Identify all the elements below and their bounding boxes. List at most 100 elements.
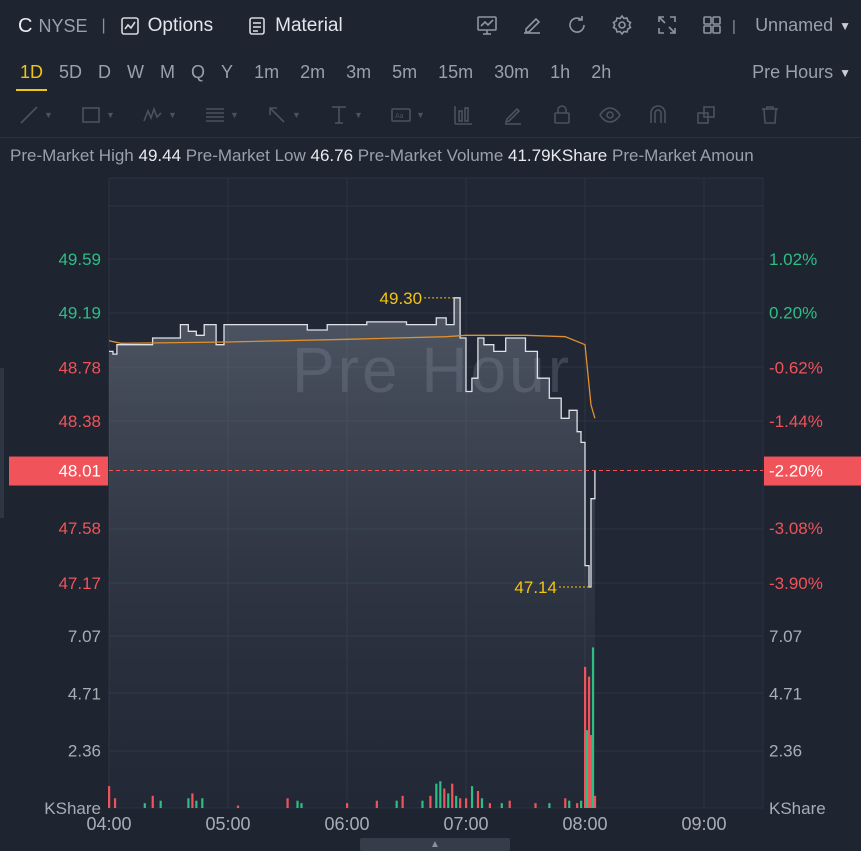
interval-tab-m[interactable]: M	[160, 61, 176, 82]
percent-axis-label: -3.08%	[769, 519, 823, 538]
volume-bar	[443, 788, 446, 808]
interval-tab-2h[interactable]: 2h	[591, 61, 612, 82]
interval-tab-2m[interactable]: 2m	[300, 61, 326, 82]
low-marker-label: 47.14	[514, 578, 557, 597]
volume-bar	[451, 783, 454, 808]
volume-axis-label-right: 4.71	[769, 684, 802, 703]
volume-bar	[375, 800, 378, 808]
arrow-tool-icon[interactable]: ▼	[252, 103, 314, 127]
watermark-text: Pre Hour	[292, 334, 572, 406]
price-area-fill	[109, 297, 595, 808]
session-label: Pre Hours	[752, 62, 834, 82]
fullscreen-icon[interactable]	[644, 13, 689, 37]
interval-tab-w[interactable]: W	[127, 61, 145, 82]
volume-bar	[113, 798, 117, 808]
ticker-symbol[interactable]: C	[18, 14, 33, 37]
edit-icon[interactable]	[509, 13, 554, 37]
gear-icon[interactable]	[599, 13, 644, 37]
average-price-line	[108, 334, 596, 419]
volume-bar	[300, 803, 303, 808]
volume-bar	[465, 798, 468, 808]
price-axis-label: 47.17	[58, 574, 101, 593]
interval-tab-q[interactable]: Q	[191, 61, 206, 82]
volume-axis-label-right: 2.36	[769, 742, 802, 761]
options-button[interactable]: Options	[120, 15, 213, 37]
scroll-handle[interactable]: ▲	[360, 838, 510, 851]
volume-bar	[470, 786, 474, 808]
side-drawer-handle[interactable]	[0, 368, 4, 518]
pattern-tool-icon[interactable]: ▼	[128, 103, 190, 127]
volume-bar	[236, 805, 240, 808]
material-button[interactable]: Material	[247, 15, 343, 37]
interval-tabs: 1D 5D D W M Q Y 1m 2m 3m 5m 15m 30m 1h 2h	[0, 52, 861, 92]
volume-bar	[159, 800, 162, 808]
magnet-icon[interactable]	[634, 103, 682, 127]
interval-tab-3m[interactable]: 3m	[346, 61, 372, 82]
session-selector[interactable]: Pre Hours ▼	[752, 62, 851, 83]
volume-bar	[439, 781, 442, 808]
divider: |	[101, 17, 106, 34]
volume-bar	[580, 800, 583, 808]
volume-bar	[435, 783, 438, 808]
volume-bar	[568, 800, 571, 808]
percent-axis-label: -0.62%	[769, 358, 823, 377]
caret-up-icon: ▲	[430, 839, 440, 850]
interval-tab-d[interactable]: D	[98, 61, 112, 82]
top-icon-group	[464, 13, 734, 37]
volume-axis-label-right: 7.07	[769, 627, 802, 646]
high-label: Pre-Market High	[10, 146, 134, 165]
volume-value: 41.79KShare	[508, 146, 608, 165]
interval-tab-1d[interactable]: 1D	[14, 62, 49, 91]
pen-icon[interactable]	[488, 103, 538, 127]
volume-bar	[143, 803, 146, 808]
drawing-toolbar: ▼ ▼ ▼ ▼ ▼ ▼ Aa ▼	[0, 93, 861, 138]
line-tool-icon[interactable]: ▼	[4, 103, 66, 127]
lock-icon[interactable]	[538, 103, 586, 127]
volume-bar	[201, 798, 204, 808]
percent-axis-label: -1.44%	[769, 412, 823, 431]
refresh-icon[interactable]	[554, 13, 599, 37]
text-tool-icon[interactable]: ▼	[332, 106, 363, 124]
bar-tool-icon[interactable]	[438, 103, 488, 127]
interval-tab-1h[interactable]: 1h	[550, 61, 571, 82]
rectangle-tool-icon[interactable]: ▼	[66, 103, 128, 127]
volume-bar	[191, 793, 194, 808]
interval-tab-5m[interactable]: 5m	[392, 61, 418, 82]
annotation-tool-icon[interactable]: Aa ▼	[376, 103, 438, 127]
chart-screen-icon[interactable]	[464, 13, 509, 37]
divider: |	[732, 18, 736, 35]
layers-icon[interactable]	[682, 103, 730, 127]
eye-icon[interactable]	[586, 103, 634, 127]
caret-down-icon: ▼	[839, 18, 851, 33]
pre-market-stats: Pre-Market High 49.44 Pre-Market Low 46.…	[10, 146, 754, 166]
interval-tab-15m[interactable]: 15m	[438, 61, 474, 82]
volume-bar	[585, 730, 589, 808]
volume-bar	[108, 786, 111, 808]
volume-bar	[480, 798, 484, 808]
current-percent-label: -2.20%	[769, 462, 823, 481]
high-value: 49.44	[138, 146, 182, 165]
volume-bar	[455, 795, 458, 808]
interval-tab-y[interactable]: Y	[221, 61, 234, 82]
volume-bar	[508, 800, 511, 808]
interval-tab-5d[interactable]: 5D	[59, 61, 83, 82]
plot-area	[108, 177, 764, 809]
volume-bar	[564, 798, 567, 808]
volume-bar	[286, 798, 289, 808]
trash-icon[interactable]	[730, 103, 810, 127]
grid-icon[interactable]	[689, 13, 734, 37]
volume-bar	[421, 800, 424, 808]
current-price-badge	[9, 456, 108, 486]
fib-tool-icon[interactable]: ▼	[206, 108, 239, 122]
volume-unit-label: KShare	[44, 799, 101, 818]
interval-tab-30m[interactable]: 30m	[494, 61, 530, 82]
interval-tab-1m[interactable]: 1m	[254, 61, 280, 82]
volume-bar	[296, 800, 299, 808]
low-label: Pre-Market Low	[185, 146, 306, 165]
volume-bar	[534, 803, 537, 808]
volume-bar	[587, 676, 591, 808]
volume-bar	[576, 803, 579, 808]
layout-selector[interactable]: Unnamed ▼	[755, 15, 851, 36]
time-axis-label: 09:00	[681, 814, 726, 834]
volume-axis-label: 2.36	[68, 742, 101, 761]
